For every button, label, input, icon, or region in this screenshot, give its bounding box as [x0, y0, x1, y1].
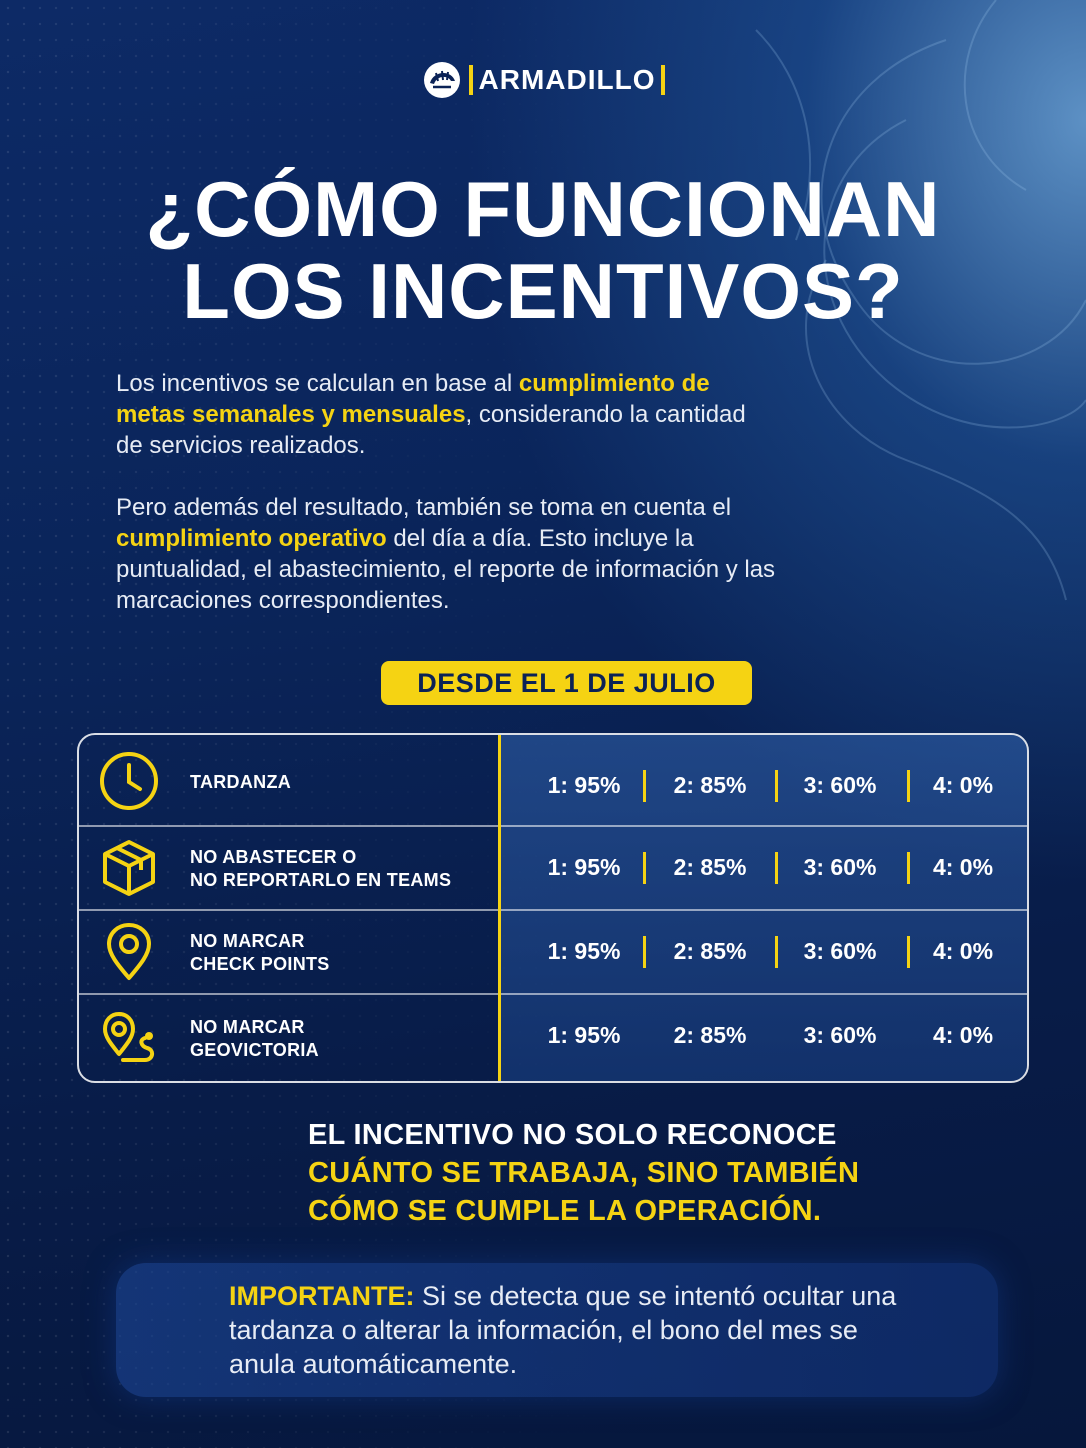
- value-level-1: 1: 95%: [547, 772, 621, 798]
- date-badge: DESDE EL 1 DE JULIO: [381, 661, 752, 705]
- value-separator: [643, 770, 646, 802]
- armadillo-icon: [423, 62, 460, 98]
- important-label: IMPORTANTE:: [229, 1281, 415, 1311]
- value-separator: [643, 852, 646, 884]
- row-label: NO MARCAR CHECK POINTS: [190, 930, 490, 976]
- value-level-4: 4: 0%: [932, 772, 994, 798]
- row-label-line: NO ABASTECER O: [190, 847, 357, 867]
- value-level-3: 3: 60%: [803, 938, 877, 964]
- box-icon: [103, 840, 155, 896]
- row-label-line: NO MARCAR: [190, 931, 305, 951]
- value-level-2: 2: 85%: [673, 938, 747, 964]
- row-label-line: NO REPORTARLO EN TEAMS: [190, 870, 452, 890]
- value-level-3: 3: 60%: [803, 772, 877, 798]
- value-level-3: 3: 60%: [803, 854, 877, 880]
- intro-paragraph-1: Los incentivos se calculan en base al cu…: [116, 368, 776, 461]
- important-text: IMPORTANTE: Si se detecta que se intentó…: [229, 1279, 929, 1381]
- location-pin-icon: [107, 923, 151, 980]
- title-line-2: LOS INCENTIVOS?: [182, 247, 904, 335]
- value-separator: [775, 770, 778, 802]
- value-level-1: 1: 95%: [547, 854, 621, 880]
- value-separator: [775, 936, 778, 968]
- row-values: 1: 95% 2: 85% 3: 60% 4: 0%: [501, 931, 1027, 971]
- value-level-4: 4: 0%: [932, 854, 994, 880]
- tagline-line-3: CÓMO SE CUMPLE LA OPERACIÓN.: [308, 1195, 822, 1227]
- value-separator: [907, 852, 910, 884]
- value-level-1: 1: 95%: [547, 938, 621, 964]
- clock-icon: [100, 752, 158, 810]
- page-title: ¿CÓMO FUNCIONAN LOS INCENTIVOS?: [0, 168, 1086, 332]
- logo-divider: [661, 65, 666, 95]
- table-row: NO MARCAR GEOVICTORIA 1: 95% 2: 85% 3: 6…: [79, 994, 1027, 1081]
- brand-name: ARMADILLO: [478, 64, 656, 95]
- value-separator: [907, 936, 910, 968]
- decorative-swirl: [755, 0, 1086, 601]
- value-level-2: 2: 85%: [673, 772, 747, 798]
- row-divider: [79, 825, 1027, 827]
- row-label: NO ABASTECER O NO REPORTARLO EN TEAMS: [190, 846, 490, 892]
- table-row: NO ABASTECER O NO REPORTARLO EN TEAMS 1:…: [79, 826, 1027, 910]
- tagline: EL INCENTIVO NO SOLO RECONOCE CUÁNTO SE …: [308, 1116, 948, 1230]
- table-row: TARDANZA 1: 95% 2: 85% 3: 60% 4: 0%: [79, 735, 1027, 826]
- intro-paragraph-2: Pero además del resultado, también se to…: [116, 492, 776, 616]
- intro-text-part: , considerando la cantidad de servicios …: [116, 401, 746, 459]
- value-level-4: 4: 0%: [932, 1022, 994, 1048]
- intro-highlight: cumplimiento operativo: [116, 525, 387, 552]
- value-separator: [643, 936, 646, 968]
- row-label-line: CHECK POINTS: [190, 954, 330, 974]
- column-divider: [498, 735, 501, 1081]
- logo-divider: [468, 65, 473, 95]
- incentive-table: TARDANZA 1: 95% 2: 85% 3: 60% 4: 0% NO A…: [77, 733, 1029, 1083]
- intro-text: Los incentivos se calculan en base al cu…: [116, 368, 776, 647]
- title-line-1: ¿CÓMO FUNCIONAN: [145, 165, 941, 253]
- value-level-2: 2: 85%: [673, 854, 747, 880]
- row-label: NO MARCAR GEOVICTORIA: [190, 1016, 490, 1062]
- row-values: 1: 95% 2: 85% 3: 60% 4: 0%: [501, 847, 1027, 887]
- value-level-1: 1: 95%: [547, 1022, 621, 1048]
- intro-highlight: cumplimiento de metas semanales y mensua…: [116, 370, 710, 428]
- row-values: 1: 95% 2: 85% 3: 60% 4: 0%: [501, 1015, 1027, 1055]
- row-divider: [79, 993, 1027, 995]
- tagline-line-2: CUÁNTO SE TRABAJA, SINO TAMBIÉN: [308, 1157, 860, 1189]
- important-body: Si se detecta que se intentó ocultar una…: [229, 1281, 897, 1379]
- intro-text-part: del día a día. Esto incluye la puntualid…: [116, 525, 776, 614]
- row-label-line: NO MARCAR: [190, 1017, 305, 1037]
- value-level-4: 4: 0%: [932, 938, 994, 964]
- row-label: TARDANZA: [190, 771, 490, 794]
- value-level-2: 2: 85%: [673, 1022, 747, 1048]
- values-panel: [501, 735, 1027, 1081]
- value-separator: [907, 770, 910, 802]
- intro-text-part: Los incentivos se calculan en base al: [116, 370, 519, 397]
- important-notice: IMPORTANTE: Si se detecta que se intentó…: [116, 1263, 998, 1397]
- table-row: NO MARCAR CHECK POINTS 1: 95% 2: 85% 3: …: [79, 910, 1027, 994]
- brand-logo: ARMADILLO: [0, 58, 1086, 102]
- value-level-3: 3: 60%: [803, 1022, 877, 1048]
- intro-text-part: Pero además del resultado, también se to…: [116, 494, 732, 521]
- row-label-line: GEOVICTORIA: [190, 1040, 319, 1060]
- row-values: 1: 95% 2: 85% 3: 60% 4: 0%: [501, 765, 1027, 805]
- value-separator: [775, 852, 778, 884]
- route-pin-icon: [103, 1012, 154, 1062]
- row-divider: [79, 909, 1027, 911]
- row-label-line: TARDANZA: [190, 772, 292, 792]
- tagline-line-1: EL INCENTIVO NO SOLO RECONOCE: [308, 1119, 837, 1151]
